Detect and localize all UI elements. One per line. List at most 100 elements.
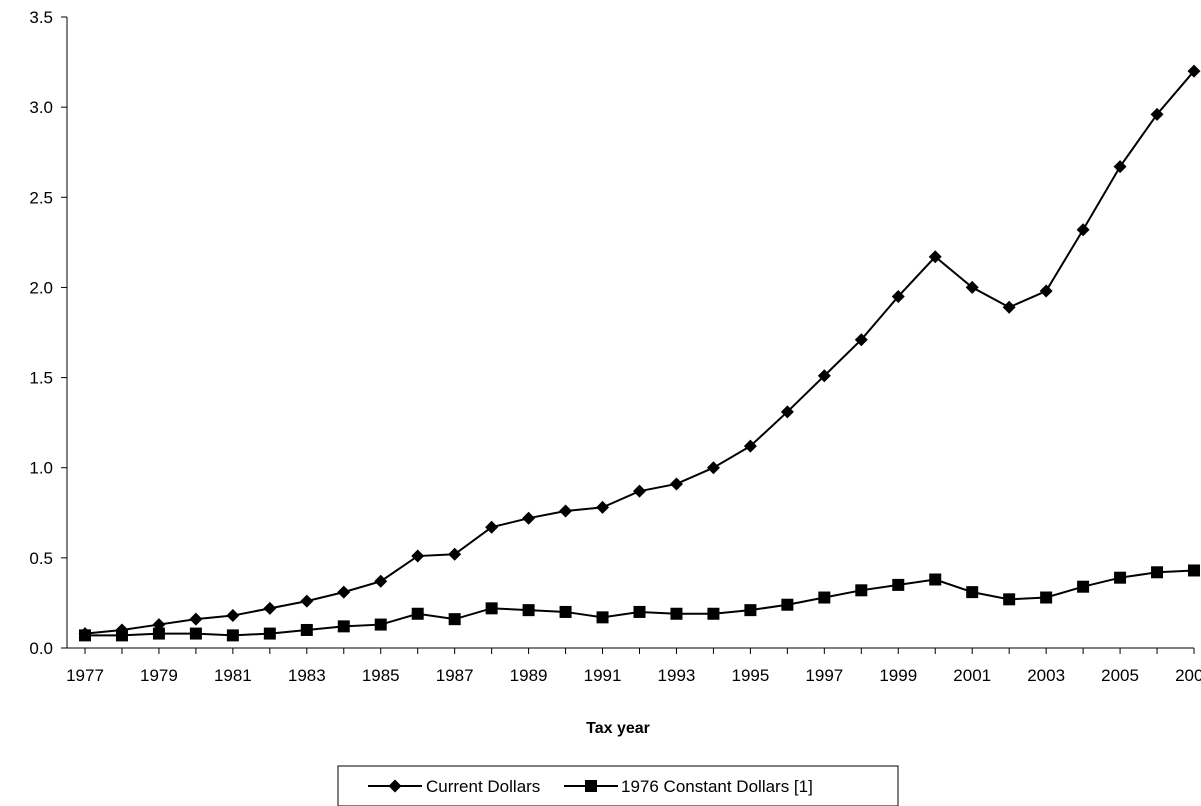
x-tick-label: 1997	[805, 666, 843, 685]
data-point	[1150, 107, 1164, 121]
data-point	[189, 612, 203, 626]
data-point	[411, 549, 425, 563]
series-line	[84, 70, 1195, 635]
data-point	[1077, 580, 1090, 593]
data-point	[485, 602, 498, 615]
x-tick-label: 1981	[214, 666, 252, 685]
data-point	[1188, 564, 1200, 577]
data-point	[152, 627, 165, 640]
data-point	[448, 547, 462, 561]
x-tick-label: 1995	[731, 666, 769, 685]
data-point	[1151, 566, 1164, 579]
data-point	[522, 604, 535, 617]
axes	[66, 17, 1194, 649]
data-point	[633, 484, 646, 498]
data-point	[337, 585, 351, 599]
data-point	[818, 591, 831, 604]
data-point	[780, 405, 794, 419]
data-point	[522, 511, 536, 525]
data-point	[226, 609, 240, 623]
y-tick-label: 2.5	[29, 188, 53, 207]
data-point	[855, 584, 868, 597]
data-point	[706, 461, 720, 475]
x-axis-ticks: 1977 1979 1981 1983 1985 1987 1989 1991 1993 1995…	[66, 648, 1201, 685]
series-layer	[78, 64, 1201, 642]
data-point	[559, 605, 572, 618]
data-point	[226, 629, 239, 642]
data-point	[1114, 571, 1127, 584]
legend-marker	[388, 779, 402, 793]
x-tick-label: 1983	[288, 666, 326, 685]
legend: Current Dollars 1976 Constant Dollars [1]	[337, 765, 899, 806]
data-point	[79, 629, 91, 642]
data-point	[707, 607, 720, 620]
data-point	[374, 574, 388, 588]
data-point	[411, 607, 424, 620]
data-point	[300, 623, 313, 636]
data-point	[1003, 593, 1016, 606]
data-point	[1113, 160, 1127, 174]
x-tick-label: 2005	[1101, 666, 1139, 685]
data-point	[1187, 64, 1201, 78]
y-tick-label: 0.0	[29, 639, 53, 658]
x-tick-label: 1989	[510, 666, 548, 685]
data-point	[743, 439, 757, 453]
data-point	[669, 477, 683, 491]
data-point	[1076, 223, 1090, 237]
data-point	[744, 604, 757, 617]
data-point	[1039, 284, 1053, 298]
data-point	[670, 607, 683, 620]
x-tick-label: 1991	[584, 666, 622, 685]
data-point	[1040, 591, 1053, 604]
data-point	[854, 333, 868, 347]
series-current-dollars	[78, 64, 1201, 641]
data-point	[966, 586, 979, 599]
data-point	[263, 601, 277, 615]
series-constant-dollars	[79, 564, 1200, 642]
data-point	[929, 573, 942, 586]
series-line	[85, 569, 1195, 637]
data-point	[965, 280, 979, 294]
x-tick-label: 2001	[953, 666, 991, 685]
data-point	[559, 504, 573, 518]
data-point	[817, 369, 831, 383]
data-point	[892, 578, 905, 591]
y-tick-label: 1.5	[29, 369, 53, 388]
data-point	[928, 250, 942, 264]
data-point	[596, 611, 609, 624]
x-tick-label: 1977	[66, 666, 104, 685]
data-point	[448, 613, 461, 626]
data-point	[374, 618, 387, 631]
y-tick-label: 1.0	[29, 459, 53, 478]
data-point	[263, 627, 276, 640]
x-tick-label: 1979	[140, 666, 178, 685]
x-tick-label: 1993	[658, 666, 696, 685]
data-point	[337, 620, 350, 633]
data-point	[115, 629, 128, 642]
legend-marker	[585, 780, 597, 792]
data-point	[891, 289, 905, 303]
data-point	[596, 500, 610, 514]
legend-label: 1976 Constant Dollars [1]	[621, 777, 813, 796]
legend-item: 1976 Constant Dollars [1]	[564, 777, 813, 796]
data-point	[300, 594, 314, 608]
data-point	[189, 627, 202, 640]
legend-item: Current Dollars	[368, 777, 540, 796]
y-axis-ticks: 0.0 0.5 1.0 1.5 2.0 2.5 3.0 3.5	[29, 8, 67, 658]
y-tick-label: 3.0	[29, 98, 53, 117]
legend-box	[337, 765, 899, 806]
data-point	[485, 520, 499, 534]
y-tick-label: 0.5	[29, 549, 53, 568]
data-point	[781, 598, 794, 611]
x-tick-label: 1999	[879, 666, 917, 685]
legend-label: Current Dollars	[426, 777, 540, 796]
x-tick-label: 2003	[1027, 666, 1065, 685]
y-tick-label: 3.5	[29, 8, 53, 27]
x-tick-label: 1985	[362, 666, 400, 685]
x-tick-label: 1987	[436, 666, 474, 685]
x-tick-label: 2007	[1175, 666, 1201, 685]
data-point	[633, 605, 646, 618]
x-axis-title: Tax year	[586, 720, 650, 737]
y-tick-label: 2.0	[29, 278, 53, 297]
